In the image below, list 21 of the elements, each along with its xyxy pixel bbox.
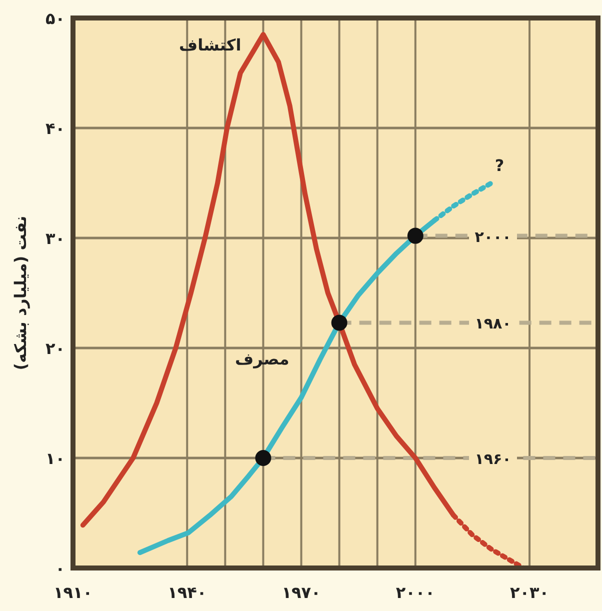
y-tick-label: ۲۰ (45, 339, 65, 358)
point (255, 450, 272, 466)
y-tick-label: ۵۰ (45, 9, 65, 28)
point (331, 314, 348, 331)
y-tick-label: ۱۰ (45, 449, 65, 468)
x-tick-label: ۲۰۰۰ (396, 583, 435, 602)
annotation: ? (494, 156, 504, 175)
ref-line-label: ۱۹۸۰ (474, 314, 512, 333)
y-tick-label: ۰ (55, 559, 65, 578)
y-tick-label: ۴۰ (45, 119, 65, 138)
y-tick-label: ۳۰ (45, 229, 65, 248)
x-tick-label: ۱۹۷۰ (282, 583, 321, 602)
point (407, 228, 424, 244)
y-axis-title: نفت (میلیارد بشکه) (11, 216, 30, 370)
ref-line-label: ۱۹۶۰ (474, 450, 512, 468)
x-tick-label: ۲۰۳۰ (510, 583, 550, 602)
series-label: اکتشاف (179, 36, 242, 54)
x-tick-label: ۱۹۱۰ (53, 583, 93, 602)
series-label: مصرف (235, 350, 290, 368)
x-tick-label: ۱۹۴۰ (168, 583, 207, 602)
ref-line-label: ۲۰۰۰ (474, 228, 512, 246)
